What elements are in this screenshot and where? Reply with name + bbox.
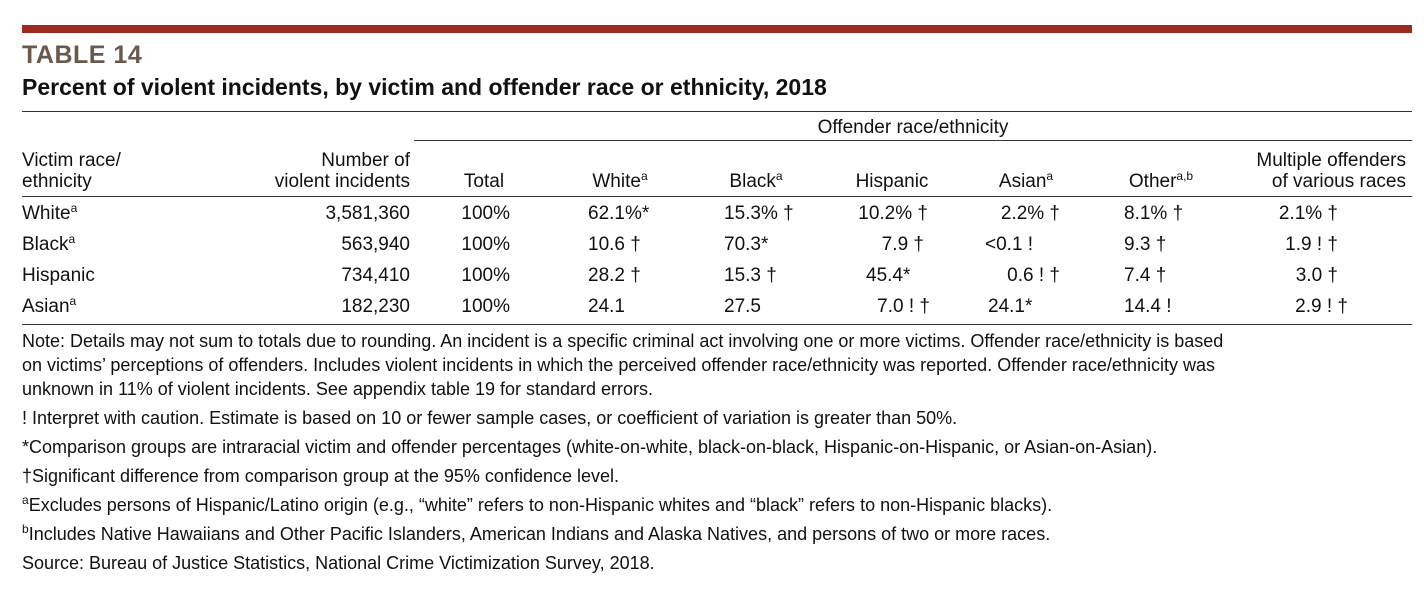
table-cell-hispanic: 7.9 † xyxy=(881,234,924,255)
table-cell-asian: 24.1* xyxy=(988,296,1033,317)
table-cell-black: 27.5 xyxy=(724,296,761,317)
asian-column-header-sup: a xyxy=(1046,169,1054,183)
white-column-header-label: White xyxy=(592,171,641,192)
table-cell-asian: 0.6 ! † xyxy=(1007,265,1060,286)
other-column-header-label: Other xyxy=(1128,171,1177,192)
multiple-column-header-line2: of various races xyxy=(1271,171,1406,192)
table-cell-total: 100% xyxy=(461,296,510,317)
white-column-header: Whitea xyxy=(574,169,666,192)
table-cell-white: 24.1 xyxy=(588,296,625,317)
footnote-b: bIncludes Native Hawaiians and Other Pac… xyxy=(22,523,1050,545)
table-row-victim: Asiana xyxy=(22,294,77,317)
note-line-2: on victims’ perceptions of offenders. In… xyxy=(22,355,1215,375)
header-top-rule xyxy=(22,111,1412,112)
table-number: TABLE 14 xyxy=(22,41,143,69)
caution-note: ! Interpret with caution. Estimate is ba… xyxy=(22,408,958,428)
comparison-note: *Comparison groups are intraracial victi… xyxy=(22,437,1158,457)
table-cell-number: 563,940 xyxy=(341,234,410,255)
asian-column-header-label: Asian xyxy=(998,171,1047,192)
table-cell-asian: 2.2% † xyxy=(1000,203,1060,224)
other-column-header-sup: a,b xyxy=(1176,169,1194,183)
table-cell-number: 3,581,360 xyxy=(325,203,410,224)
footnote-a: aExcludes persons of Hispanic/Latino ori… xyxy=(22,494,1052,516)
table-row-victim: Hispanic xyxy=(22,265,95,286)
offender-group-header: Offender race/ethnicity xyxy=(817,117,1009,138)
victim-column-header: Victim race/ ethnicity xyxy=(22,150,121,192)
significance-note: †Significant difference from comparison … xyxy=(22,466,620,486)
table-cell-hispanic: 45.4* xyxy=(866,265,911,286)
table-cell-hispanic: 10.2% † xyxy=(858,203,928,224)
header-bottom-rule xyxy=(22,196,1412,197)
table-cell-other: 8.1% † xyxy=(1124,203,1184,224)
multiple-column-header: Multiple offenders of various races xyxy=(1212,150,1406,192)
offender-group-rule xyxy=(414,140,1412,141)
black-column-header: Blacka xyxy=(710,169,802,192)
table-cell-multiple: 2.9 ! † xyxy=(1295,296,1348,317)
multiple-column-header-line1: Multiple offenders xyxy=(1256,150,1406,171)
number-column-header: Number of violent incidents xyxy=(230,150,410,192)
white-column-header-sup: a xyxy=(640,169,648,183)
number-column-header-line1: Number of xyxy=(321,150,410,171)
footnote-a-text: Excludes persons of Hispanic/Latino orig… xyxy=(28,495,1053,515)
table-row-victim: Whitea xyxy=(22,201,78,224)
table-bottom-rule xyxy=(22,324,1412,325)
top-accent-bar xyxy=(22,25,1412,33)
table-cell-black: 70.3* xyxy=(724,234,769,255)
black-column-header-sup: a xyxy=(775,169,783,183)
footnote-b-mark: b xyxy=(22,522,29,536)
table-cell-black: 15.3% † xyxy=(724,203,794,224)
table-cell-total: 100% xyxy=(461,265,510,286)
table-cell-number: 182,230 xyxy=(341,296,410,317)
table-cell-black: 15.3 † xyxy=(724,265,777,286)
table-cell-other: 9.3 † xyxy=(1124,234,1167,255)
table-cell-multiple: 2.1% † xyxy=(1278,203,1338,224)
table-cell-asian: <0.1 ! xyxy=(985,234,1034,255)
note-line-3: unknown in 11% of violent incidents. See… xyxy=(22,379,654,399)
note-line-1: Note: Details may not sum to totals due … xyxy=(22,331,1224,351)
hispanic-column-header-label: Hispanic xyxy=(855,171,929,192)
table-cell-white: 10.6 † xyxy=(588,234,641,255)
table-cell-other: 14.4 ! xyxy=(1124,296,1172,317)
table-cell-white: 62.1%* xyxy=(588,203,650,224)
table-cell-multiple: 3.0 † xyxy=(1295,265,1338,286)
table-title: Percent of violent incidents, by victim … xyxy=(22,74,827,100)
victim-column-header-line2: ethnicity xyxy=(22,171,92,192)
table-cell-white: 28.2 † xyxy=(588,265,641,286)
number-column-header-line2: violent incidents xyxy=(274,171,410,192)
victim-column-header-line1: Victim race/ xyxy=(22,150,121,171)
footnote-b-text: Includes Native Hawaiians and Other Paci… xyxy=(28,524,1051,544)
black-column-header-label: Black xyxy=(729,171,776,192)
table-cell-number: 734,410 xyxy=(341,265,410,286)
table-cell-hispanic: 7.0 ! † xyxy=(877,296,930,317)
asian-column-header: Asiana xyxy=(980,169,1072,192)
other-column-header: Othera,b xyxy=(1106,169,1216,192)
total-column-header-label: Total xyxy=(463,171,505,192)
table-row-victim: Blacka xyxy=(22,232,76,255)
table-cell-other: 7.4 † xyxy=(1124,265,1167,286)
table-cell-total: 100% xyxy=(461,234,510,255)
table-cell-total: 100% xyxy=(461,203,510,224)
source-note: Source: Bureau of Justice Statistics, Na… xyxy=(22,553,655,573)
hispanic-column-header: Hispanic xyxy=(842,171,942,192)
footnote-a-mark: a xyxy=(22,493,29,507)
table-cell-multiple: 1.9 ! † xyxy=(1285,234,1338,255)
total-column-header: Total xyxy=(448,171,520,192)
